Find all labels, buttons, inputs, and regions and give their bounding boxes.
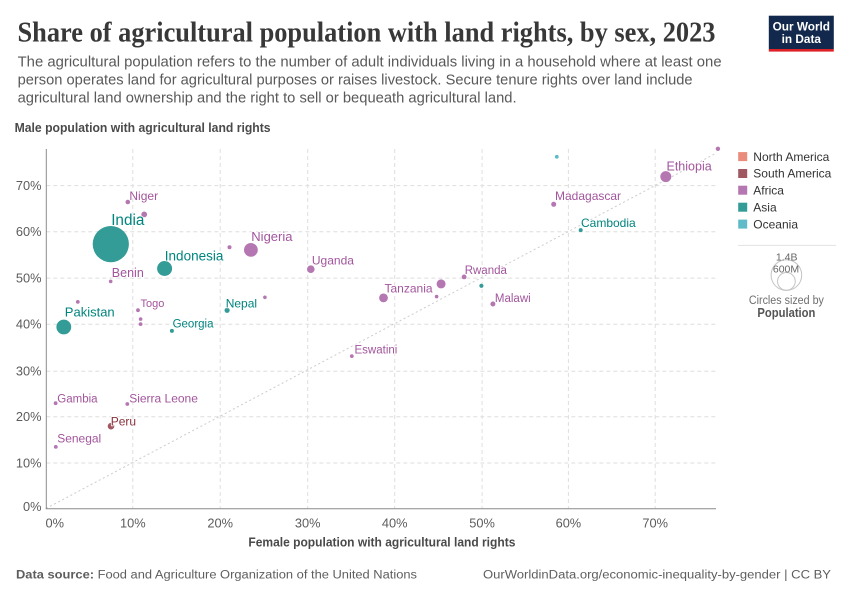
svg-text:70%: 70%: [16, 178, 42, 193]
svg-text:30%: 30%: [295, 516, 321, 531]
svg-text:in Data: in Data: [782, 32, 822, 46]
svg-text:Georgia: Georgia: [173, 319, 215, 331]
svg-text:20%: 20%: [207, 516, 233, 531]
svg-text:50%: 50%: [16, 270, 42, 285]
svg-text:Population: Population: [757, 306, 815, 320]
svg-text:Indonesia: Indonesia: [165, 248, 224, 263]
svg-text:10%: 10%: [16, 455, 42, 470]
svg-text:40%: 40%: [382, 516, 408, 531]
svg-text:Nigeria: Nigeria: [251, 229, 293, 244]
svg-text:Asia: Asia: [753, 200, 777, 214]
svg-text:Malawi: Malawi: [495, 293, 531, 305]
svg-text:Male population with agricultu: Male population with agricultural land r…: [15, 120, 271, 135]
svg-text:50%: 50%: [469, 516, 495, 531]
svg-text:Female population with agricul: Female population with agricultural land…: [248, 534, 515, 549]
svg-text:Share of agricultural populati: Share of agricultural population with la…: [18, 16, 716, 48]
svg-text:1.4B: 1.4B: [776, 252, 798, 264]
svg-text:Data source: Food and Agricult: Data source: Food and Agriculture Organi…: [16, 570, 417, 582]
svg-text:70%: 70%: [642, 516, 668, 531]
svg-text:Uganda: Uganda: [312, 253, 354, 267]
svg-text:60%: 60%: [16, 224, 42, 239]
svg-text:10%: 10%: [120, 516, 146, 531]
svg-text:Eswatini: Eswatini: [355, 345, 398, 357]
svg-text:South America: South America: [753, 167, 831, 181]
svg-text:Sierra Leone: Sierra Leone: [129, 391, 198, 405]
svg-text:North America: North America: [753, 150, 829, 164]
svg-text:Madagascar: Madagascar: [555, 189, 621, 203]
svg-text:Oceania: Oceania: [753, 217, 798, 231]
svg-text:20%: 20%: [16, 409, 42, 424]
svg-text:0%: 0%: [46, 516, 65, 531]
svg-text:Nepal: Nepal: [226, 296, 257, 310]
svg-text:Tanzania: Tanzania: [385, 282, 433, 296]
svg-text:Africa: Africa: [753, 183, 784, 197]
svg-text:India: India: [111, 212, 145, 229]
svg-text:Niger: Niger: [129, 189, 158, 203]
svg-text:Rwanda: Rwanda: [465, 265, 508, 277]
svg-text:OurWorldinData.org/economic-in: OurWorldinData.org/economic-inequality-b…: [483, 570, 831, 582]
svg-text:Our World: Our World: [773, 19, 830, 33]
svg-text:Peru: Peru: [111, 414, 136, 428]
svg-text:0%: 0%: [23, 499, 42, 514]
svg-text:agricultural land ownership an: agricultural land ownership and the righ…: [18, 90, 517, 106]
svg-text:Togo: Togo: [141, 298, 165, 310]
svg-text:person operates land for agric: person operates land for agricultural pu…: [18, 72, 693, 88]
svg-text:Circles sized by: Circles sized by: [749, 295, 824, 307]
svg-text:600M: 600M: [773, 264, 799, 276]
svg-text:The agricultural population re: The agricultural population refers to th…: [18, 55, 722, 71]
svg-text:Pakistan: Pakistan: [65, 305, 115, 320]
svg-text:Ethiopia: Ethiopia: [667, 159, 712, 173]
svg-text:Cambodia: Cambodia: [581, 216, 636, 230]
svg-text:30%: 30%: [16, 364, 42, 379]
svg-text:Gambia: Gambia: [57, 393, 98, 405]
svg-text:60%: 60%: [556, 516, 582, 531]
svg-text:Benin: Benin: [112, 266, 144, 280]
svg-text:40%: 40%: [16, 317, 42, 332]
svg-text:Senegal: Senegal: [57, 432, 101, 446]
